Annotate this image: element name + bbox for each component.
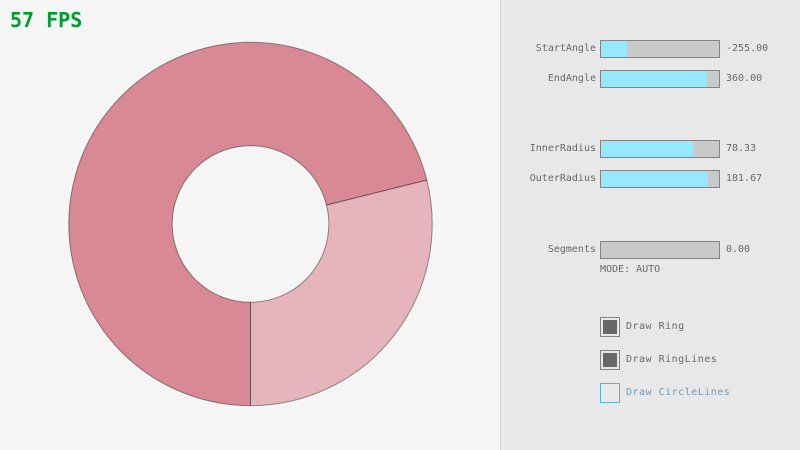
start-angle-label: StartAngle	[535, 43, 596, 54]
fps-counter: 57 FPS	[10, 8, 83, 32]
start-angle-slider-fill	[601, 41, 627, 57]
outer-radius-slider[interactable]	[600, 170, 720, 188]
end-angle-slider-fill	[601, 71, 708, 87]
end-angle-slider[interactable]	[600, 70, 720, 88]
outer-radius-slider-fill	[601, 171, 709, 187]
inner-radius-slider-fill	[601, 141, 694, 157]
draw-ring-checkbox-label: Draw Ring	[626, 321, 685, 332]
ring-sector-overlap	[68, 41, 428, 407]
inner-radius-label: InnerRadius	[529, 143, 596, 154]
draw-ringlines-checkbox-label: Draw RingLines	[626, 354, 718, 365]
segments-label: Segments	[547, 244, 596, 255]
draw-ringlines-checkbox[interactable]	[600, 350, 620, 370]
start-angle-value: -255.00	[726, 43, 769, 54]
outer-radius-label: OuterRadius	[529, 173, 596, 184]
end-angle-label: EndAngle	[547, 73, 596, 84]
draw-ring-checkbox[interactable]	[600, 317, 620, 337]
segments-slider[interactable]	[600, 241, 720, 259]
inner-radius-value: 78.33	[726, 143, 757, 154]
draw-circlelines-checkbox[interactable]	[600, 383, 620, 403]
checkmark	[603, 353, 617, 367]
ring-sector-single	[250, 179, 433, 407]
inner-radius-slider[interactable]	[600, 140, 720, 158]
draw-circlelines-checkbox-label: Draw CircleLines	[626, 387, 731, 398]
start-angle-slider[interactable]	[600, 40, 720, 58]
segments-value: 0.00	[726, 244, 751, 255]
end-angle-value: 360.00	[726, 73, 763, 84]
outer-radius-value: 181.67	[726, 173, 763, 184]
checkmark	[603, 320, 617, 334]
segments-mode-label: MODE: AUTO	[600, 264, 661, 275]
